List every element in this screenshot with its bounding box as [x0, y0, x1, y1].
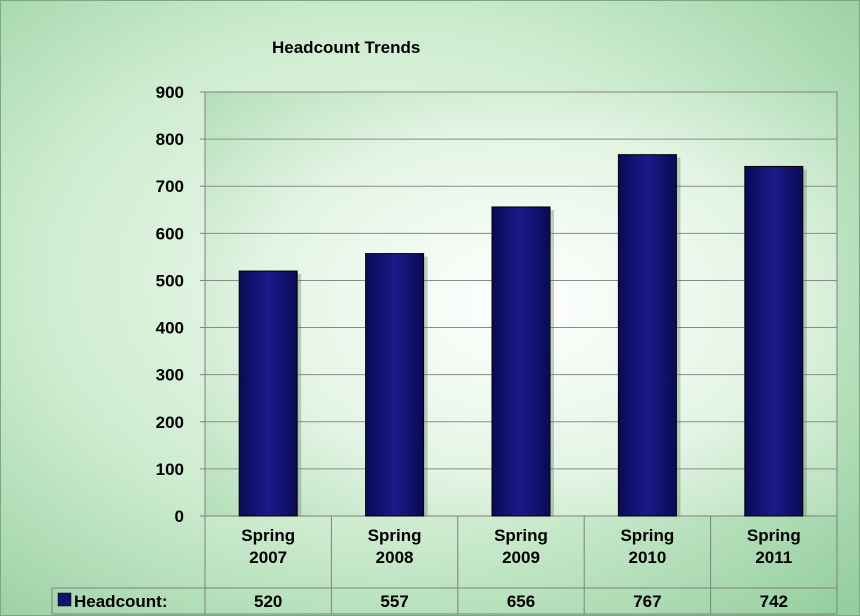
- bar-spring-2011: [744, 165, 804, 517]
- bar-spring-2008: [365, 253, 425, 517]
- x-tick-label: 2010: [628, 548, 666, 567]
- table-value: 767: [633, 592, 661, 611]
- y-tick-label: 900: [156, 83, 184, 102]
- y-tick-label: 200: [156, 413, 184, 432]
- x-tick-label: 2011: [755, 548, 792, 567]
- y-axis-ticks: 0 100 200 300 400 500 600 700 800 900: [156, 83, 205, 526]
- x-tick-label: Spring: [241, 526, 295, 545]
- x-tick-label: Spring: [494, 526, 548, 545]
- bar-spring-2009: [491, 206, 551, 517]
- y-tick-label: 600: [156, 224, 184, 243]
- legend-key: [57, 592, 72, 607]
- legend-series-name: Headcount:: [74, 592, 168, 611]
- y-tick-label: 800: [156, 130, 184, 149]
- table-value: 656: [507, 592, 535, 611]
- y-tick-label: 100: [156, 460, 184, 479]
- table-value: 742: [760, 592, 788, 611]
- x-tick-label: Spring: [620, 526, 674, 545]
- bar-spring-2007: [238, 270, 298, 517]
- x-axis-labels: Spring 2007 Spring 2008 Spring 2009 Spring 2010…: [241, 526, 800, 567]
- table-value: 557: [380, 592, 408, 611]
- y-tick-label: 400: [156, 319, 184, 338]
- x-tick-label: Spring: [368, 526, 422, 545]
- y-tick-label: 300: [156, 366, 184, 385]
- y-tick-label: 0: [175, 507, 184, 526]
- bar-spring-2010: [617, 154, 677, 517]
- chart-title: Headcount Trends: [272, 38, 420, 57]
- y-tick-label: 500: [156, 271, 184, 290]
- y-tick-label: 700: [156, 177, 184, 196]
- x-tick-label: Spring: [747, 526, 801, 545]
- table-value: 520: [254, 592, 282, 611]
- x-tick-label: 2007: [249, 548, 287, 567]
- x-tick-label: 2009: [502, 548, 540, 567]
- data-table: Headcount: 520 557 656 767 742: [51, 516, 838, 615]
- x-tick-label: 2008: [376, 548, 414, 567]
- bars: [238, 154, 807, 517]
